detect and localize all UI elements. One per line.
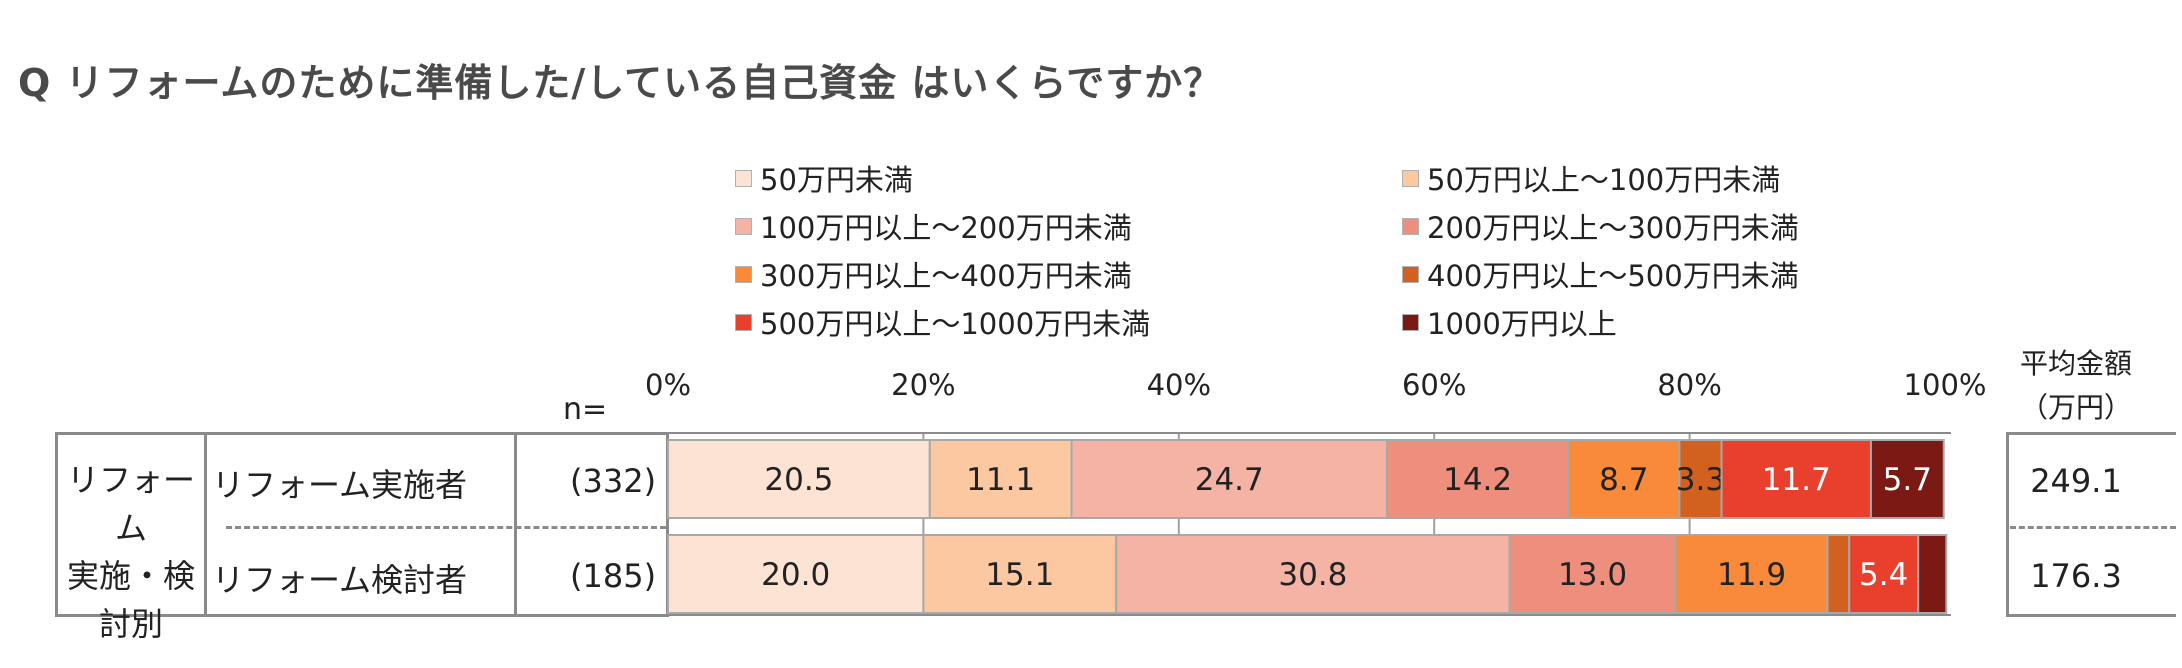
legend-label: 1000万円以上 xyxy=(1427,307,1617,341)
plot-frame-left xyxy=(666,432,669,617)
x-tick-label: 40% xyxy=(1146,368,1212,402)
average-header: 平均金額 （万円） xyxy=(2006,342,2146,430)
plot-frame-top xyxy=(666,432,1951,434)
legend-label: 50万円未満 xyxy=(760,163,913,197)
legend-item: 100万円以上～200万円未満 xyxy=(735,209,1132,245)
legend-swatch xyxy=(1402,265,1419,283)
bar-data-label: 20.0 xyxy=(761,557,830,593)
bar-data-label: 8.7 xyxy=(1599,462,1648,498)
bar-segment xyxy=(1826,534,1851,614)
legend-swatch xyxy=(735,313,752,331)
row-label-implementers: リフォーム実施者 xyxy=(212,466,468,504)
row-label-considerers: リフォーム検討者 xyxy=(212,561,468,599)
x-tick-label: 20% xyxy=(891,368,956,402)
average-implementers: 249.1 xyxy=(2030,462,2122,500)
legend-item: 50万円以上～100万円未満 xyxy=(1402,161,1780,197)
legend-label: 400万円以上～500万円未満 xyxy=(1427,259,1799,293)
bar-segment xyxy=(928,439,1073,519)
legend-label: 300万円以上～400万円未満 xyxy=(760,259,1132,293)
bar-segment xyxy=(1508,534,1677,614)
table-frame-bottom xyxy=(55,614,668,617)
legend-swatch xyxy=(735,169,752,187)
plot-frame-bottom xyxy=(666,614,1951,616)
bar-segment xyxy=(1848,534,1920,614)
bar-data-label: 11.1 xyxy=(966,462,1035,498)
avg-frame-left xyxy=(2006,432,2009,617)
table-frame-top xyxy=(55,432,668,435)
bar-data-label: 24.7 xyxy=(1195,462,1264,498)
bar-segment xyxy=(1869,439,1945,519)
legend-swatch xyxy=(735,217,752,235)
bar-data-label: 30.8 xyxy=(1278,557,1347,593)
bar-segment xyxy=(1678,439,1723,519)
x-tick-label: 60% xyxy=(1401,368,1467,402)
table-frame-left xyxy=(55,432,58,617)
bar-data-label: 5.4 xyxy=(1859,557,1908,593)
bar-data-label: 11.7 xyxy=(1762,462,1831,498)
legend-item: 400万円以上～500万円未満 xyxy=(1402,257,1799,293)
n-label: n= xyxy=(563,392,608,427)
bar-segment xyxy=(922,534,1118,614)
bar-data-label: 20.5 xyxy=(764,462,833,498)
bar-segment xyxy=(1917,534,1948,614)
x-tick-label: 0% xyxy=(644,368,692,402)
bar-data-label: 15.1 xyxy=(985,557,1054,593)
legend-swatch xyxy=(1402,217,1419,235)
legend-label: 200万円以上～300万円未満 xyxy=(1427,211,1799,245)
legend-swatch xyxy=(1402,313,1419,331)
legend-swatch xyxy=(1402,169,1419,187)
bar-data-label: 3.3 xyxy=(1676,462,1725,498)
group-label-line2: 実施・検 xyxy=(66,557,195,595)
legend-item: 50万円未満 xyxy=(735,161,913,197)
average-header-line2: （万円） xyxy=(2019,391,2132,424)
bar-segment xyxy=(1070,439,1388,519)
bar-data-label: 11.9 xyxy=(1717,557,1786,593)
legend-label: 50万円以上～100万円未満 xyxy=(1427,163,1781,197)
legend-item: 300万円以上～400万円未満 xyxy=(735,257,1132,293)
x-tick-label: 100% xyxy=(1903,368,1987,402)
bar-data-label: 13.0 xyxy=(1558,557,1627,593)
legend-item: 200万円以上～300万円未満 xyxy=(1402,209,1799,245)
average-considerers: 176.3 xyxy=(2030,557,2122,595)
average-header-line1: 平均金額 xyxy=(2019,347,2132,380)
group-label-line1: リフォーム xyxy=(66,461,195,547)
bar-segment xyxy=(1567,439,1681,519)
group-label: リフォーム 実施・検 討別 xyxy=(58,456,204,648)
table-divider-2 xyxy=(514,432,517,617)
avg-separator-dashed xyxy=(2010,526,2176,529)
bar-data-label: 14.2 xyxy=(1443,462,1512,498)
legend-label: 500万円以上～1000万円未満 xyxy=(760,307,1151,341)
x-tick-label: 80% xyxy=(1657,368,1722,402)
row-separator-dashed xyxy=(226,526,666,529)
legend-label: 100万円以上～200万円未満 xyxy=(760,211,1132,245)
avg-frame-bottom xyxy=(2006,614,2176,617)
bar-segment xyxy=(1385,439,1570,519)
avg-frame-top xyxy=(2006,432,2176,435)
n-value-implementers: (332) xyxy=(570,462,657,500)
table-divider-1 xyxy=(204,432,207,617)
bar-segment xyxy=(667,534,925,614)
bar-segment xyxy=(667,439,931,519)
legend-item: 500万円以上～1000万円未満 xyxy=(735,305,1150,341)
legend-item: 1000万円以上 xyxy=(1402,305,1617,341)
question-title: Q リフォームのために準備した/している自己資金 はいくらですか？ xyxy=(18,61,1223,105)
bar-segment xyxy=(1674,534,1829,614)
group-label-line3: 討別 xyxy=(98,605,163,643)
n-value-considerers: (185) xyxy=(570,557,657,595)
bar-segment xyxy=(1720,439,1872,519)
bar-data-label: 5.7 xyxy=(1883,462,1932,498)
legend-swatch xyxy=(735,265,752,283)
